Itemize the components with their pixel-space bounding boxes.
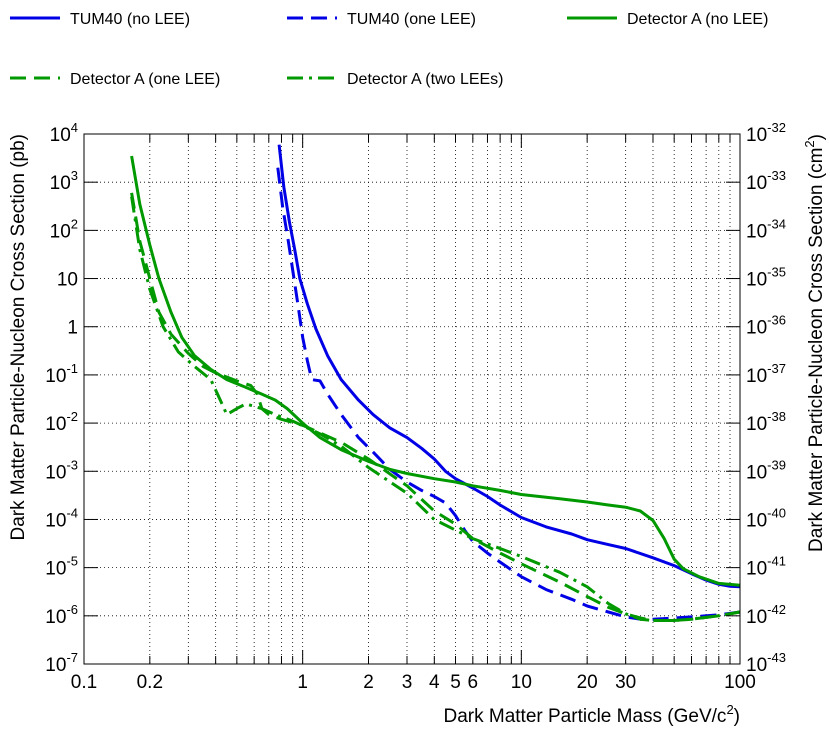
y-axis-title-left: Dark Matter Particle-Nucleon Cross Secti… bbox=[8, 134, 29, 541]
y-tick-label: 102 bbox=[50, 216, 78, 242]
series-curves bbox=[130, 144, 741, 622]
y-right-tick-label: 10-33 bbox=[746, 168, 786, 194]
series-line-4 bbox=[130, 196, 741, 622]
x-tick-label: 0.1 bbox=[71, 672, 97, 693]
plot-frame bbox=[83, 133, 741, 665]
series-line-0 bbox=[277, 144, 741, 589]
x-tick-label: 10 bbox=[511, 672, 532, 693]
y-tick-label: 10-1 bbox=[45, 361, 78, 387]
legend-label-1: TUM40 (one LEE) bbox=[347, 11, 476, 28]
y-right-tick-label: 10-32 bbox=[746, 120, 786, 146]
y-right-tick-label: 10-39 bbox=[746, 457, 786, 483]
x-tick-label: 2 bbox=[363, 672, 374, 693]
x-tick-label: 3 bbox=[402, 672, 413, 693]
y-tick-label: 10-4 bbox=[45, 505, 78, 531]
x-tick-label: 0.2 bbox=[137, 672, 163, 693]
y-tick-labels-right: 10-43 10-42 10-41 10-40 10-39 10-38 10-37 10-36… bbox=[746, 120, 786, 676]
legend-label-3: Detector A (one LEE) bbox=[70, 71, 220, 88]
x-tick-label: 20 bbox=[577, 672, 598, 693]
x-tick-label: 1 bbox=[297, 672, 308, 693]
y-tick-label: 104 bbox=[50, 120, 78, 146]
y-tick-label: 1 bbox=[67, 318, 78, 339]
legend-label-4: Detector A (two LEEs) bbox=[347, 71, 504, 88]
y-axis-title-right: Dark Matter Particle-Nucleon Cross Secti… bbox=[802, 134, 827, 552]
y-tick-label: 10-2 bbox=[45, 409, 78, 435]
series-line-2 bbox=[130, 155, 741, 587]
y-right-tick-label: 10-35 bbox=[746, 265, 786, 291]
legend-label-0: TUM40 (no LEE) bbox=[70, 11, 190, 28]
x-tick-labels: 0.1 0.2 1 2 3 4 5 6 10 20 30 100 bbox=[71, 672, 756, 693]
y-right-tick-label: 10-38 bbox=[746, 409, 786, 435]
x-tick-label: 30 bbox=[615, 672, 636, 693]
x-tick-label: 100 bbox=[724, 672, 756, 693]
y-tick-label: 10-3 bbox=[45, 457, 78, 483]
y-right-tick-label: 10-36 bbox=[746, 313, 786, 339]
series-line-1 bbox=[276, 167, 741, 621]
x-axis-title: Dark Matter Particle Mass (GeV/c2) bbox=[443, 702, 740, 727]
y-right-tick-label: 10-41 bbox=[746, 554, 786, 580]
y-tick-labels-left: 10-7 10-6 10-5 10-4 10-3 10-2 10-1 1 10 102 103 104 bbox=[45, 120, 78, 676]
axis-ticks bbox=[83, 133, 741, 665]
y-tick-label: 10 bbox=[57, 270, 78, 291]
y-tick-label: 10-5 bbox=[45, 554, 78, 580]
y-tick-label: 103 bbox=[50, 168, 78, 194]
y-right-tick-label: 10-42 bbox=[746, 602, 786, 628]
y-right-tick-label: 10-34 bbox=[746, 216, 786, 242]
x-tick-label: 4 bbox=[429, 672, 440, 693]
y-right-tick-label: 10-37 bbox=[746, 361, 786, 387]
y-right-tick-label: 10-43 bbox=[746, 650, 786, 676]
y-tick-label: 10-7 bbox=[45, 650, 78, 676]
x-tick-label: 6 bbox=[468, 672, 479, 693]
grid bbox=[84, 134, 740, 664]
y-tick-label: 10-6 bbox=[45, 602, 78, 628]
legend-label-2: Detector A (no LEE) bbox=[627, 11, 768, 28]
x-tick-label: 5 bbox=[450, 672, 461, 693]
legend: TUM40 (no LEE) TUM40 (one LEE) Detector A … bbox=[10, 11, 768, 88]
y-right-tick-label: 10-40 bbox=[746, 505, 786, 531]
